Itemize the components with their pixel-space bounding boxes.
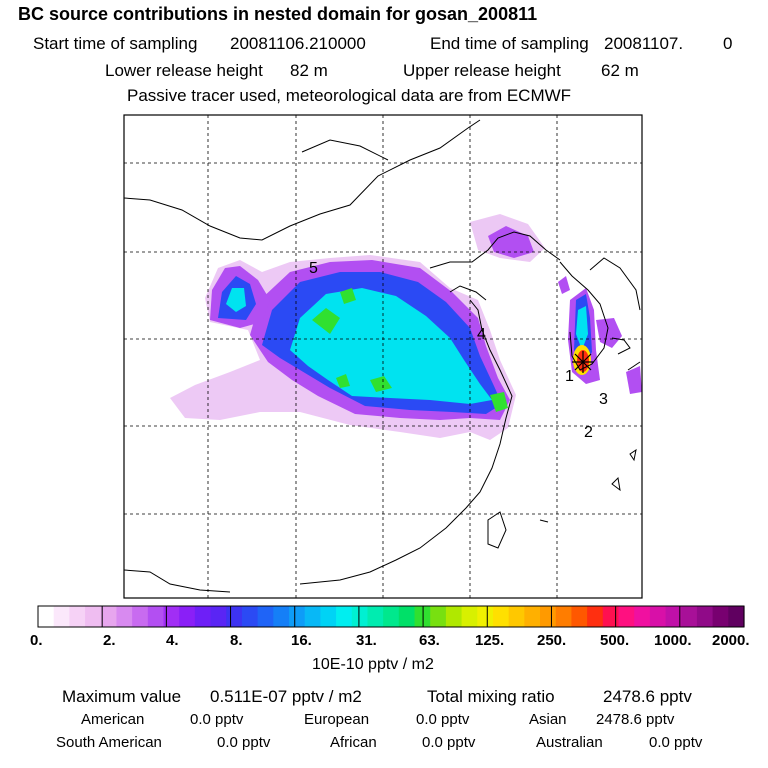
max-value-label: Maximum value (62, 687, 182, 706)
colorbar-tick-label: 16. (291, 632, 312, 649)
lower-release-value: 82 m (290, 61, 328, 80)
source-value: 0.0 pptv (217, 734, 271, 751)
grid-lines (124, 115, 642, 598)
max-value: 0.511E-07 pptv / m2 (210, 687, 362, 706)
source-name: Asian (529, 711, 567, 728)
colorbar-units: 10E-10 pptv / m2 (312, 656, 434, 673)
total-mixing-value: 2478.6 pptv (603, 687, 692, 706)
map-frame (123, 114, 643, 599)
colorbar-tick-label: 31. (356, 632, 377, 649)
total-mixing-label: Total mixing ratio (427, 687, 555, 706)
colorbar-tick-label: 1000. (654, 632, 692, 649)
start-time-value: 20081106.210000 (230, 34, 366, 53)
end-time-suffix: 0 (723, 34, 733, 53)
start-time-label: Start time of sampling (33, 34, 198, 53)
source-value: 0.0 pptv (416, 711, 470, 728)
source-name: Australian (536, 734, 603, 751)
colorbar-tick-label: 2000. (712, 632, 750, 649)
upper-release-value: 62 m (601, 61, 639, 80)
tracer-note: Passive tracer used, meteorological data… (127, 86, 572, 105)
source-value: 0.0 pptv (649, 734, 703, 751)
plume-green (312, 288, 508, 412)
source-name: European (304, 711, 370, 728)
plume-cyan (226, 288, 588, 404)
colorbar-tick-label: 125. (475, 632, 505, 649)
lower-release-label: Lower release height (105, 61, 263, 80)
receptor-star-icon (572, 351, 594, 373)
marker-5: 5 (309, 260, 318, 277)
colorbar-tick-label: 250. (537, 632, 567, 649)
colorbar-tick-label: 4. (166, 632, 179, 649)
colorbar-tick-label: 0. (30, 632, 43, 649)
colorbar-tick-label: 63. (419, 632, 440, 649)
source-value: 0.0 pptv (422, 734, 476, 751)
end-time-value: 20081107. (604, 34, 684, 53)
marker-4: 4 (477, 326, 486, 343)
source-value: 0.0 pptv (190, 711, 244, 728)
source-name: South American (56, 734, 162, 751)
page-title: BC source contributions in nested domain… (18, 4, 538, 24)
marker-3: 3 (599, 391, 608, 408)
end-time-label: End time of sampling (430, 34, 589, 53)
upper-release-label: Upper release height (403, 61, 561, 80)
colorbar-tick-label: 2. (103, 632, 116, 649)
colorbar-tick-label: 500. (600, 632, 630, 649)
source-name: American (81, 711, 145, 728)
source-value: 2478.6 pptv (596, 711, 675, 728)
plume-hotspot (573, 345, 591, 375)
source-name: African (330, 734, 377, 751)
colorbar-tick-label: 8. (230, 632, 243, 649)
marker-1: 1 (565, 368, 574, 385)
marker-2: 2 (584, 424, 593, 441)
